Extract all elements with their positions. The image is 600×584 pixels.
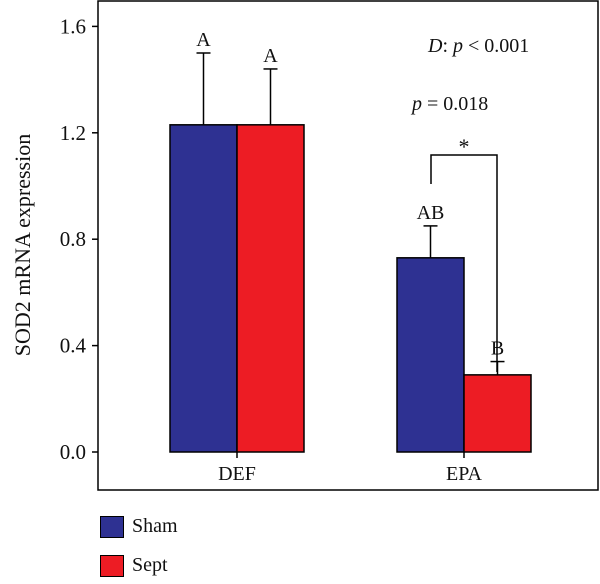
legend-item-sham: Sham: [100, 515, 178, 538]
legend-label-sham: Sham: [132, 515, 178, 537]
y-tick-label: 0.8: [60, 227, 86, 251]
bar-sept-epa: [463, 374, 532, 453]
y-tick-label: 0.0: [60, 440, 86, 464]
bar-sept-def: [236, 124, 305, 453]
x-axis-labels: DEF EPA: [218, 452, 483, 485]
y-tick-label: 0.4: [60, 334, 87, 358]
p-italic: p: [410, 93, 422, 115]
bar-sham-epa: [396, 257, 465, 453]
plot-frame: [97, 0, 599, 491]
y-axis: 0.0 0.4 0.8 1.2 1.6: [60, 14, 98, 464]
y-tick-label: 1.2: [60, 121, 86, 145]
d-annotation: D: p < 0.001: [427, 35, 529, 57]
legend-swatch-sham: [100, 515, 124, 538]
significance-star: *: [459, 134, 470, 159]
bar-sham-def: [169, 124, 238, 453]
y-axis-label: SOD2 mRNA expression: [10, 134, 35, 356]
y-tick-label: 1.6: [60, 14, 86, 38]
d-p: p: [451, 35, 463, 57]
x-tick-label: DEF: [218, 463, 256, 485]
legend-label-sept: Sept: [132, 554, 168, 576]
legend-item-sept: Sept: [100, 554, 168, 577]
significance-letter: AB: [417, 202, 445, 224]
d-value: < 0.001: [463, 35, 529, 57]
legend-swatch-sept: [100, 554, 124, 577]
p-annotation: p = 0.018: [410, 93, 488, 115]
p-value: = 0.018: [422, 93, 488, 115]
d-sep: :: [442, 35, 453, 57]
significance-bracket: [430, 154, 498, 372]
x-tick-label: EPA: [446, 463, 483, 485]
d-prefix: D: [427, 35, 443, 57]
significance-letter: A: [263, 45, 278, 67]
significance-letter: A: [196, 29, 211, 51]
